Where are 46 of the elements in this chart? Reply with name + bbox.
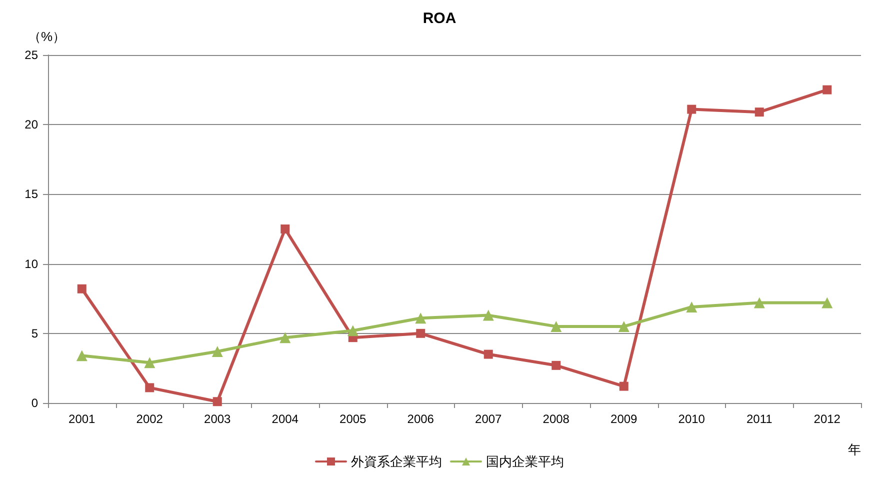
x-tick-label: 2012 [814,412,841,426]
point [687,104,696,114]
x-tick-label: 2002 [136,412,164,426]
y-tick-label: 5 [31,326,38,340]
legend-label: 外資系企業平均 [351,454,442,469]
chart-title: ROA [422,10,456,27]
x-tick-label: 2007 [475,412,502,426]
y-tick-label: 0 [31,396,38,410]
x-tick-label: 2010 [678,412,706,426]
point [416,328,426,338]
point [754,297,765,308]
x-tick-label: 2008 [542,412,570,426]
x-tick-label: 2003 [204,412,232,426]
point [347,325,358,336]
point [77,284,86,294]
point [144,357,156,368]
y-axis-title: （%） [28,29,66,44]
point [145,383,154,392]
point [482,310,494,321]
point [280,332,291,344]
point [212,346,223,357]
x-tick-label: 2006 [407,412,434,426]
point [280,224,290,234]
y-tick-label: 25 [24,48,38,62]
point [822,297,833,308]
x-tick-label: 2011 [746,412,773,426]
point [212,397,222,406]
y-tick-label: 15 [24,187,38,202]
point [686,301,698,312]
x-axis-title: 年 [848,442,861,457]
y-tick-label: 20 [24,118,38,132]
x-tick-label: 2005 [340,412,367,426]
point [754,108,764,117]
point [76,350,88,362]
y-tick-label: 10 [24,256,38,271]
x-tick-label: 2009 [610,412,638,426]
point [552,360,561,370]
x-tick-label: 2004 [272,412,299,426]
point [618,320,630,332]
point [550,320,562,332]
point [484,350,493,359]
legend-label: 国内企業平均 [486,454,564,469]
point [415,312,426,324]
point [822,85,832,94]
point [619,382,628,391]
x-tick-label: 2001 [68,412,96,426]
